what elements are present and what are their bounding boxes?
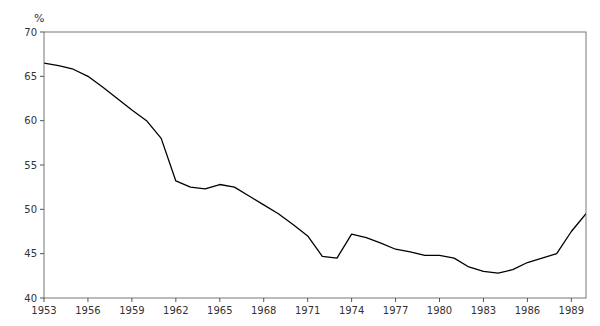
x-tick: [87, 298, 88, 302]
x-tick-label: 1980: [427, 305, 452, 316]
x-tick-label: 1953: [31, 305, 56, 316]
y-axis-label: %: [34, 12, 44, 25]
y-tick-label: 40: [24, 293, 37, 304]
x-tick: [175, 298, 176, 302]
y-tick-label: 50: [24, 204, 37, 215]
x-tick-label: 1986: [515, 305, 540, 316]
x-tick: [571, 298, 572, 302]
x-tick: [527, 298, 528, 302]
y-tick: [40, 32, 44, 33]
y-tick-label: 45: [24, 248, 37, 259]
x-tick-label: 1956: [75, 305, 100, 316]
x-tick: [219, 298, 220, 302]
y-tick: [40, 120, 44, 121]
y-tick: [40, 253, 44, 254]
x-tick: [395, 298, 396, 302]
x-tick: [44, 298, 45, 302]
x-tick-label: 1977: [383, 305, 408, 316]
x-tick: [483, 298, 484, 302]
x-tick: [263, 298, 264, 302]
plot-frame: [44, 32, 586, 298]
x-tick-label: 1983: [471, 305, 496, 316]
y-tick: [40, 209, 44, 210]
y-tick-label: 65: [24, 71, 37, 82]
chart-container: 1953 1956 1959 1962 1965 1968 1971 1974 1977 1980…: [0, 0, 600, 326]
y-tick-label: 60: [24, 115, 37, 126]
x-tick-label: 1971: [295, 305, 320, 316]
x-tick-label: 1989: [559, 305, 584, 316]
data-line: [44, 63, 586, 273]
x-tick-label: 1959: [119, 305, 144, 316]
y-tick: [40, 165, 44, 166]
y-axis: 40 45 50 55 60 65 70: [24, 27, 44, 304]
chart: 1953 1956 1959 1962 1965 1968 1971 1974 1977 1980…: [0, 0, 600, 326]
x-tick-label: 1974: [339, 305, 364, 316]
x-tick: [351, 298, 352, 302]
x-axis: 1953 1956 1959 1962 1965 1968 1971 1974 1977 1980…: [31, 298, 584, 316]
y-tick: [40, 76, 44, 77]
x-tick-label: 1962: [163, 305, 188, 316]
y-tick-label: 70: [24, 27, 37, 38]
x-tick: [439, 298, 440, 302]
y-tick-label: 55: [24, 160, 37, 171]
x-tick: [307, 298, 308, 302]
plot-area: [44, 63, 586, 273]
x-tick-label: 1965: [207, 305, 232, 316]
x-tick: [131, 298, 132, 302]
y-tick: [40, 298, 44, 299]
x-tick-label: 1968: [251, 305, 276, 316]
